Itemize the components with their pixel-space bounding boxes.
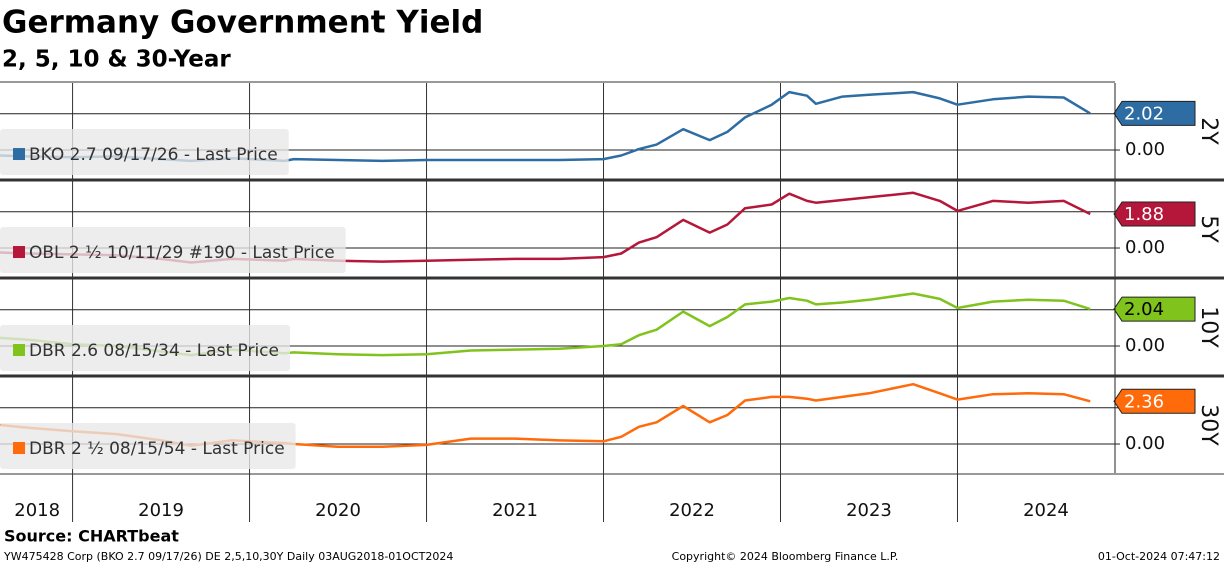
legend-label: DBR 2.6 08/15/34 - Last Price [29,341,279,361]
legend-label: DBR 2 ½ 08/15/54 - Last Price [29,439,285,459]
legend-label: OBL 2 ½ 10/11/29 #190 - Last Price [29,243,335,263]
footer-center: Copyright© 2024 Bloomberg Finance L.P. [672,550,899,563]
price-tag [1113,201,1196,227]
legend-box [0,325,290,372]
footer-left: YW475428 Corp (BKO 2.7 09/17/26) DE 2,5,… [3,550,453,563]
x-tick-label: 2021 [492,500,538,521]
price-tag [1113,388,1196,414]
y-tick-label: 0.00 [1125,335,1165,356]
x-tick-label: 2020 [315,500,361,521]
chart-subtitle: 2, 5, 10 & 30-Year [2,47,231,73]
price-tag [1113,296,1196,322]
x-tick-label: 2018 [14,500,60,521]
y-tick-label: 0.00 [1125,237,1165,258]
y-tick-label: 0.00 [1125,139,1165,160]
panel-label: 5Y [1196,215,1221,243]
price-tag-label: 2.36 [1124,391,1164,412]
panel-label: 2Y [1196,117,1221,145]
legend-label: BKO 2.7 09/17/26 - Last Price [29,145,278,165]
price-tag [1113,100,1196,126]
panel-label: 10Y [1196,306,1221,348]
price-tag-label: 1.88 [1124,204,1164,225]
x-tick-label: 2022 [669,500,715,521]
price-tag-label: 2.04 [1124,299,1164,320]
legend-swatch [13,344,25,357]
price-tag-label: 2.02 [1124,103,1164,124]
chart-title: Germany Government Yield [2,5,483,41]
x-tick-label: 2019 [138,500,184,521]
x-tick-label: 2023 [846,500,892,521]
source: Source: CHARTbeat [4,527,179,546]
legend-box [0,227,346,274]
legend-swatch [13,148,25,161]
legend-swatch [13,442,25,455]
y-tick-label: 0.00 [1125,433,1165,454]
panel-label: 30Y [1196,404,1221,446]
legend-box [0,129,289,176]
x-tick-label: 2024 [1023,500,1069,521]
legend-swatch [13,246,25,259]
footer-right: 01-Oct-2024 07:47:12 [1098,550,1220,563]
legend-box [0,423,296,470]
